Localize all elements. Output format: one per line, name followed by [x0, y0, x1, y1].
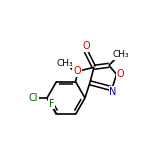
Text: O: O	[73, 66, 81, 76]
Text: Cl: Cl	[28, 93, 38, 103]
Text: O: O	[117, 69, 124, 79]
Text: CH₃: CH₃	[57, 59, 73, 68]
Text: O: O	[82, 41, 90, 51]
Text: F: F	[49, 99, 54, 109]
Text: F: F	[76, 65, 81, 75]
Text: N: N	[109, 87, 117, 97]
Text: CH₃: CH₃	[113, 50, 129, 59]
